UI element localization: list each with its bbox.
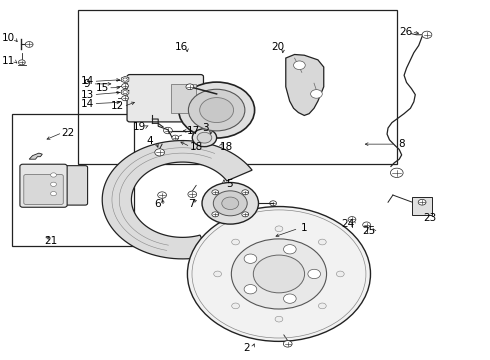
Circle shape — [187, 207, 370, 341]
Circle shape — [244, 254, 257, 264]
Circle shape — [188, 191, 196, 198]
Circle shape — [363, 222, 370, 228]
Circle shape — [123, 78, 127, 81]
Circle shape — [188, 89, 245, 131]
Circle shape — [337, 271, 344, 277]
Circle shape — [275, 316, 283, 322]
Text: 18: 18 — [220, 141, 233, 152]
Circle shape — [422, 31, 432, 39]
Circle shape — [122, 84, 128, 89]
Text: 6: 6 — [154, 199, 161, 210]
Text: 22: 22 — [61, 128, 75, 138]
Text: 11: 11 — [2, 56, 15, 66]
Bar — [78, 10, 397, 164]
Circle shape — [214, 271, 221, 277]
Circle shape — [242, 212, 248, 217]
Text: 23: 23 — [423, 213, 437, 222]
Circle shape — [244, 284, 257, 294]
Circle shape — [283, 341, 292, 347]
Circle shape — [232, 239, 240, 245]
Text: 13: 13 — [81, 90, 94, 100]
Circle shape — [284, 294, 296, 303]
Circle shape — [172, 135, 179, 140]
Text: 20: 20 — [271, 42, 284, 52]
Circle shape — [192, 129, 217, 147]
Circle shape — [275, 226, 283, 231]
Circle shape — [50, 182, 56, 186]
Circle shape — [200, 98, 234, 122]
Bar — [12, 114, 134, 246]
Circle shape — [348, 217, 356, 222]
Text: 14: 14 — [81, 99, 94, 109]
Circle shape — [19, 60, 25, 65]
Circle shape — [232, 303, 240, 309]
Text: 15: 15 — [96, 83, 109, 93]
Circle shape — [164, 127, 172, 134]
Circle shape — [294, 61, 305, 69]
Circle shape — [202, 183, 259, 224]
Circle shape — [418, 199, 426, 205]
Text: 26: 26 — [399, 27, 412, 37]
Text: 14: 14 — [81, 76, 94, 86]
Circle shape — [308, 269, 320, 279]
Bar — [413, 197, 432, 215]
Circle shape — [122, 96, 128, 101]
Text: 9: 9 — [83, 79, 90, 89]
Text: 12: 12 — [111, 102, 124, 112]
Circle shape — [284, 244, 296, 254]
Circle shape — [50, 173, 56, 177]
Polygon shape — [122, 89, 129, 95]
Circle shape — [212, 212, 219, 217]
Text: 1: 1 — [301, 224, 308, 233]
Text: 10: 10 — [2, 33, 15, 43]
Circle shape — [391, 168, 403, 177]
FancyBboxPatch shape — [24, 175, 63, 204]
Circle shape — [197, 132, 212, 143]
Circle shape — [158, 192, 167, 198]
Text: 24: 24 — [342, 219, 355, 229]
Circle shape — [242, 190, 248, 195]
Circle shape — [311, 90, 322, 98]
Text: 2: 2 — [244, 343, 250, 353]
Circle shape — [212, 190, 219, 195]
FancyBboxPatch shape — [49, 166, 88, 205]
Text: 16: 16 — [174, 42, 188, 52]
Circle shape — [318, 239, 326, 245]
Circle shape — [123, 90, 127, 94]
Circle shape — [253, 255, 305, 293]
Text: 5: 5 — [226, 179, 233, 189]
Circle shape — [25, 41, 33, 47]
Text: 21: 21 — [45, 236, 58, 246]
Circle shape — [186, 84, 194, 90]
Text: 3: 3 — [202, 123, 209, 133]
Circle shape — [318, 303, 326, 309]
Polygon shape — [286, 54, 324, 116]
FancyBboxPatch shape — [20, 164, 67, 207]
Circle shape — [179, 82, 255, 138]
Circle shape — [50, 192, 56, 196]
Circle shape — [231, 239, 326, 309]
Circle shape — [270, 201, 276, 206]
Text: 7: 7 — [188, 199, 195, 210]
Circle shape — [213, 191, 247, 216]
Text: 18: 18 — [190, 141, 203, 152]
FancyBboxPatch shape — [127, 75, 203, 122]
Text: 25: 25 — [362, 226, 375, 236]
Text: 4: 4 — [147, 136, 153, 146]
Text: 17: 17 — [187, 126, 200, 136]
Text: 8: 8 — [398, 139, 405, 149]
Polygon shape — [102, 140, 252, 259]
Text: 19: 19 — [133, 122, 147, 132]
Polygon shape — [29, 153, 42, 159]
Circle shape — [155, 149, 165, 156]
Bar — [172, 84, 196, 113]
Circle shape — [222, 197, 239, 210]
Polygon shape — [122, 76, 129, 83]
